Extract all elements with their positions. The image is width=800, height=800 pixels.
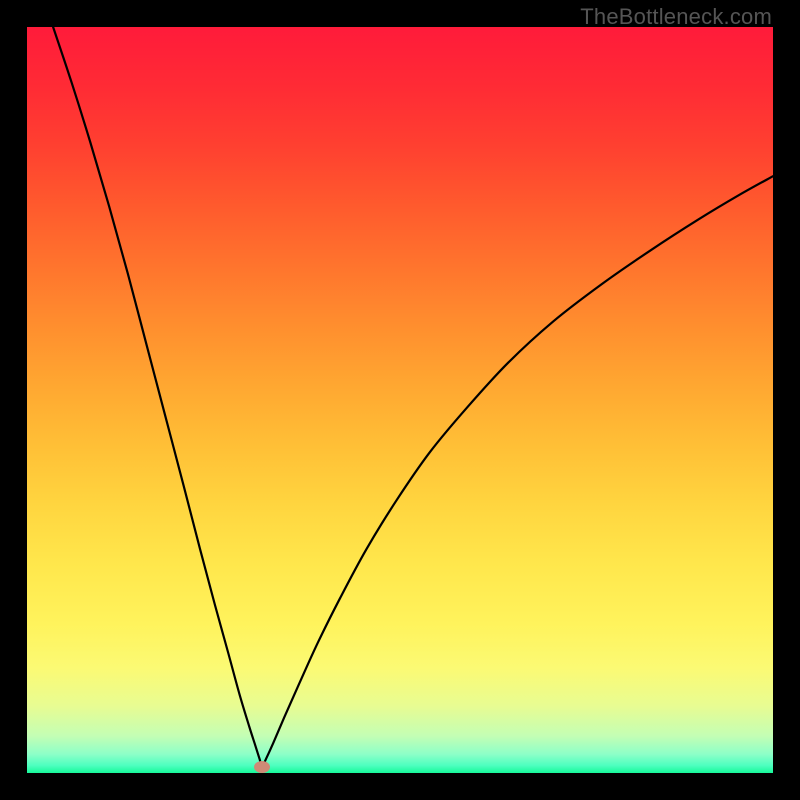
chart-container: TheBottleneck.com bbox=[0, 0, 800, 800]
plot-area bbox=[27, 27, 773, 773]
gradient-background bbox=[27, 27, 773, 773]
bottleneck-curve-chart bbox=[27, 27, 773, 773]
watermark-text: TheBottleneck.com bbox=[580, 4, 772, 30]
optimal-point-marker bbox=[254, 761, 270, 773]
